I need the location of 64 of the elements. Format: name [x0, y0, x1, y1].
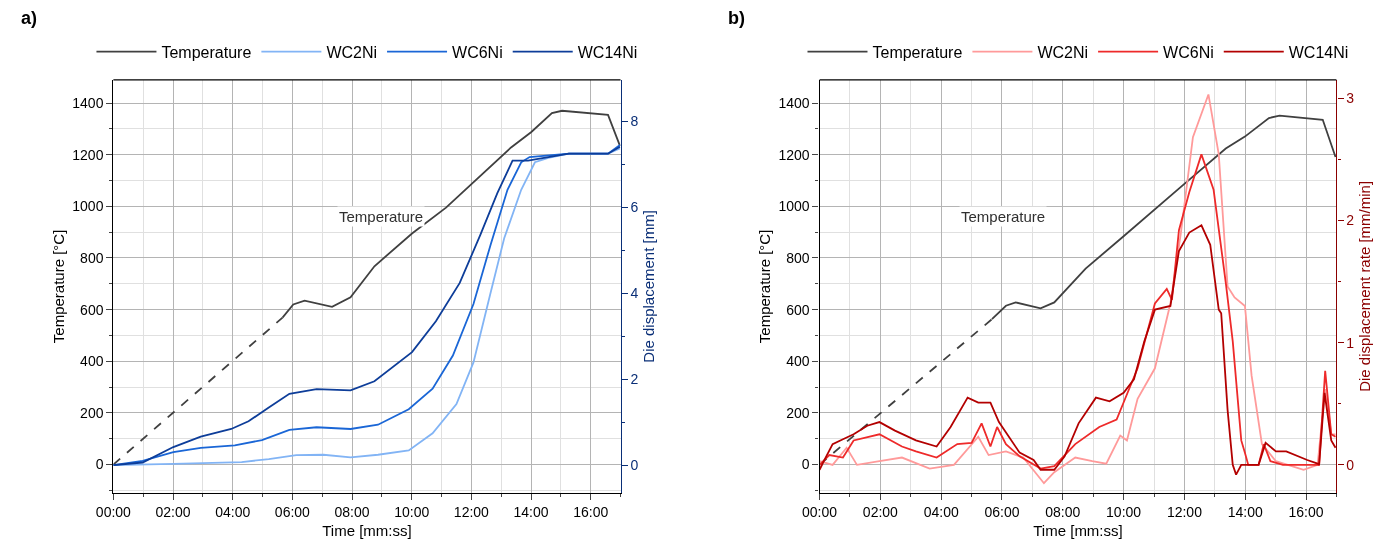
chart-title: a)	[21, 8, 38, 28]
x-tick-label: 06:00	[984, 503, 1020, 520]
legend-label: WC14Ni	[577, 43, 638, 61]
y-tick-label: 400	[786, 353, 810, 370]
y2-tick-label: 1	[1346, 334, 1355, 351]
line-series	[819, 153, 1337, 470]
y-tick-label: 1000	[72, 198, 104, 215]
x-tick-label: 00:00	[802, 503, 838, 520]
y2-axis-title: Die displacement rate [mm/min]	[1356, 180, 1374, 392]
x-axis-title: Time [mm:ss]	[1033, 521, 1123, 539]
x-tick-label: 12:00	[453, 503, 490, 520]
y2-tick-label: 2	[630, 371, 639, 388]
y-tick-label: 600	[80, 301, 104, 318]
y2-tick-label: 2	[1346, 212, 1355, 229]
x-axis-title: Time [mm:ss]	[322, 521, 412, 539]
annotation: Temperature	[339, 208, 424, 225]
legend-label: WC2Ni	[1037, 43, 1089, 61]
x-tick-label: 06:00	[274, 503, 311, 520]
legend-label: WC2Ni	[326, 43, 378, 61]
x-tick-label: 04:00	[923, 503, 959, 520]
x-tick-label: 04:00	[215, 503, 251, 520]
y-tick-label: 0	[95, 456, 104, 473]
y2-tick-label: 4	[630, 285, 639, 302]
y2-tick-label: 8	[630, 113, 639, 130]
legend-label: Temperature	[161, 43, 252, 61]
y2-tick-label: 3	[1346, 90, 1355, 107]
legend-label: WC6Ni	[1163, 43, 1214, 61]
y-axis-title: Temperature [°C]	[755, 229, 773, 344]
chart-title: b)	[728, 8, 745, 28]
y2-tick-label: 0	[1346, 456, 1355, 473]
x-tick-label: 10:00	[394, 503, 430, 520]
line-series	[819, 224, 1337, 476]
y-tick-label: 1000	[778, 198, 810, 215]
y-tick-label: 800	[786, 249, 810, 266]
x-tick-label: 16:00	[1288, 503, 1324, 520]
x-tick-label: 08:00	[334, 503, 370, 520]
y-tick-label: 1400	[778, 94, 810, 111]
x-tick-label: 10:00	[1106, 503, 1142, 520]
legend-label: WC14Ni	[1288, 43, 1349, 61]
x-tick-label: 16:00	[573, 503, 609, 520]
x-tick-label: 00:00	[95, 503, 132, 520]
x-tick-label: 14:00	[513, 503, 549, 520]
y-tick-label: 1400	[72, 94, 104, 111]
x-tick-label: 12:00	[1166, 503, 1203, 520]
y-tick-label: 0	[801, 456, 810, 473]
y-tick-label: 400	[80, 353, 104, 370]
x-tick-label: 08:00	[1045, 503, 1081, 520]
y-tick-label: 1200	[72, 146, 104, 163]
y-tick-label: 200	[786, 404, 810, 421]
y-tick-label: 200	[80, 404, 104, 421]
x-tick-label: 02:00	[155, 503, 191, 520]
legend-label: WC6Ni	[452, 43, 503, 61]
x-tick-label: 14:00	[1227, 503, 1263, 520]
y-axis-title: Temperature [°C]	[49, 229, 67, 344]
annotation: Temperature	[961, 208, 1046, 225]
y2-tick-label: 0	[630, 456, 639, 473]
y2-axis-title: Die displacement [mm]	[640, 210, 658, 363]
legend-label: Temperature	[872, 43, 963, 61]
x-tick-label: 02:00	[862, 503, 899, 520]
y2-tick-label: 6	[630, 199, 639, 216]
y-tick-label: 800	[80, 249, 104, 266]
line-series	[819, 93, 1337, 485]
y-tick-label: 1200	[778, 146, 810, 163]
y-tick-label: 600	[786, 301, 810, 318]
